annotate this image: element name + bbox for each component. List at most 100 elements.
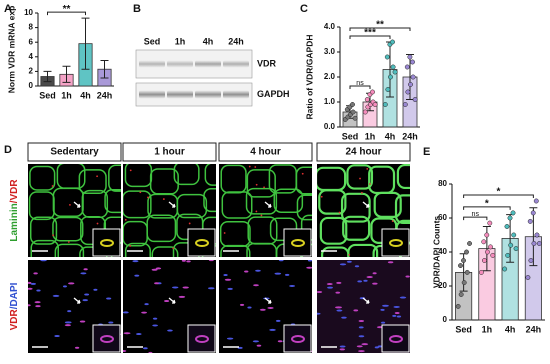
nucleus bbox=[123, 332, 131, 335]
y-tick-label: 80 bbox=[438, 179, 447, 188]
nucleus bbox=[148, 351, 153, 353]
lane-label: Sed bbox=[144, 36, 161, 46]
significance-label: ** bbox=[376, 20, 384, 31]
x-tick-label: Sed bbox=[455, 324, 472, 334]
fiber bbox=[220, 244, 251, 257]
fiber bbox=[203, 187, 216, 213]
fiber bbox=[296, 194, 312, 221]
y-tick-label: 4 bbox=[29, 52, 34, 61]
data-point bbox=[533, 198, 539, 204]
fiber bbox=[29, 165, 56, 191]
nucleus bbox=[152, 324, 158, 327]
significance-bracket bbox=[47, 11, 86, 16]
data-point bbox=[510, 210, 516, 216]
blot-band bbox=[223, 60, 249, 68]
panel-letter: D bbox=[4, 144, 12, 156]
nucleus bbox=[357, 280, 363, 283]
blot-band bbox=[167, 60, 193, 68]
significance-bracket bbox=[463, 194, 534, 198]
data-point bbox=[362, 109, 368, 115]
column-header-box bbox=[27, 142, 122, 162]
nucleus bbox=[84, 293, 90, 296]
nucleus bbox=[152, 317, 158, 320]
data-point bbox=[528, 258, 534, 263]
data-point bbox=[536, 241, 542, 246]
nucleus bbox=[123, 349, 127, 352]
row-label-part: VDR bbox=[9, 309, 20, 331]
nucleus bbox=[247, 306, 252, 309]
fiber bbox=[146, 214, 177, 243]
fiber bbox=[319, 216, 348, 245]
nucleus bbox=[79, 320, 86, 323]
vdr-spot bbox=[96, 175, 99, 178]
data-point bbox=[370, 89, 375, 95]
nucleus bbox=[336, 281, 342, 284]
data-point bbox=[350, 109, 356, 115]
data-point bbox=[392, 69, 398, 75]
fiber bbox=[124, 242, 151, 257]
nucleus bbox=[269, 328, 276, 331]
nucleus bbox=[74, 346, 80, 349]
significance-bracket bbox=[463, 216, 488, 221]
nucleus bbox=[317, 312, 321, 315]
significance-label: * bbox=[485, 199, 489, 210]
nucleus bbox=[34, 301, 41, 304]
fiber bbox=[54, 243, 85, 257]
inset-detail bbox=[100, 239, 114, 247]
nucleus bbox=[239, 303, 245, 306]
fiber bbox=[246, 169, 276, 198]
nucleus bbox=[208, 260, 214, 262]
nucleus bbox=[106, 297, 112, 300]
row-label: VDR/DAPI bbox=[9, 282, 20, 330]
inset bbox=[187, 228, 216, 257]
inset-detail bbox=[100, 335, 114, 343]
fiber bbox=[204, 164, 216, 186]
nucleus bbox=[172, 286, 179, 289]
fiber bbox=[52, 216, 84, 242]
arrow bbox=[264, 201, 272, 208]
micrograph bbox=[123, 164, 216, 257]
fiber bbox=[373, 191, 402, 218]
nucleus bbox=[339, 263, 347, 266]
vdr-spot bbox=[348, 253, 351, 256]
inset bbox=[283, 324, 312, 353]
nucleus bbox=[372, 282, 378, 285]
y-tick-label: 2 bbox=[29, 67, 34, 76]
fiber bbox=[300, 214, 312, 241]
vdr-spot bbox=[359, 177, 361, 180]
nucleus bbox=[327, 286, 334, 289]
nucleus bbox=[289, 284, 296, 287]
nucleus bbox=[392, 314, 397, 317]
y-tick-label: 4.0 bbox=[324, 22, 336, 31]
data-point bbox=[390, 64, 396, 70]
inset bbox=[187, 324, 216, 353]
blot-band bbox=[195, 90, 221, 99]
vdr-spot bbox=[51, 185, 54, 187]
nucleus bbox=[52, 294, 60, 297]
fiber bbox=[104, 189, 121, 214]
data-point bbox=[461, 258, 466, 263]
y-tick-label: 8 bbox=[29, 23, 34, 32]
y-axis-title: Norm VDR mRNA exp bbox=[6, 6, 16, 94]
nucleus bbox=[132, 260, 139, 263]
inset-detail bbox=[389, 335, 403, 343]
blot-strip bbox=[135, 82, 253, 107]
y-tick-label: 2.0 bbox=[324, 72, 336, 81]
nucleus bbox=[244, 270, 249, 273]
nucleus bbox=[28, 304, 31, 307]
vdr-spot bbox=[361, 191, 363, 194]
nucleus bbox=[372, 272, 377, 275]
micrograph bbox=[219, 164, 312, 257]
nucleus bbox=[339, 348, 345, 351]
vdr-spot bbox=[162, 198, 165, 200]
nucleus bbox=[358, 350, 365, 353]
data-point bbox=[390, 39, 395, 45]
data-point bbox=[364, 97, 370, 102]
nucleus bbox=[399, 296, 407, 299]
significance-label: ns bbox=[356, 80, 364, 87]
data-point bbox=[350, 102, 355, 107]
y-tick-label: 40 bbox=[438, 247, 447, 256]
significance-label: ** bbox=[63, 4, 71, 15]
blot-band bbox=[139, 90, 165, 99]
